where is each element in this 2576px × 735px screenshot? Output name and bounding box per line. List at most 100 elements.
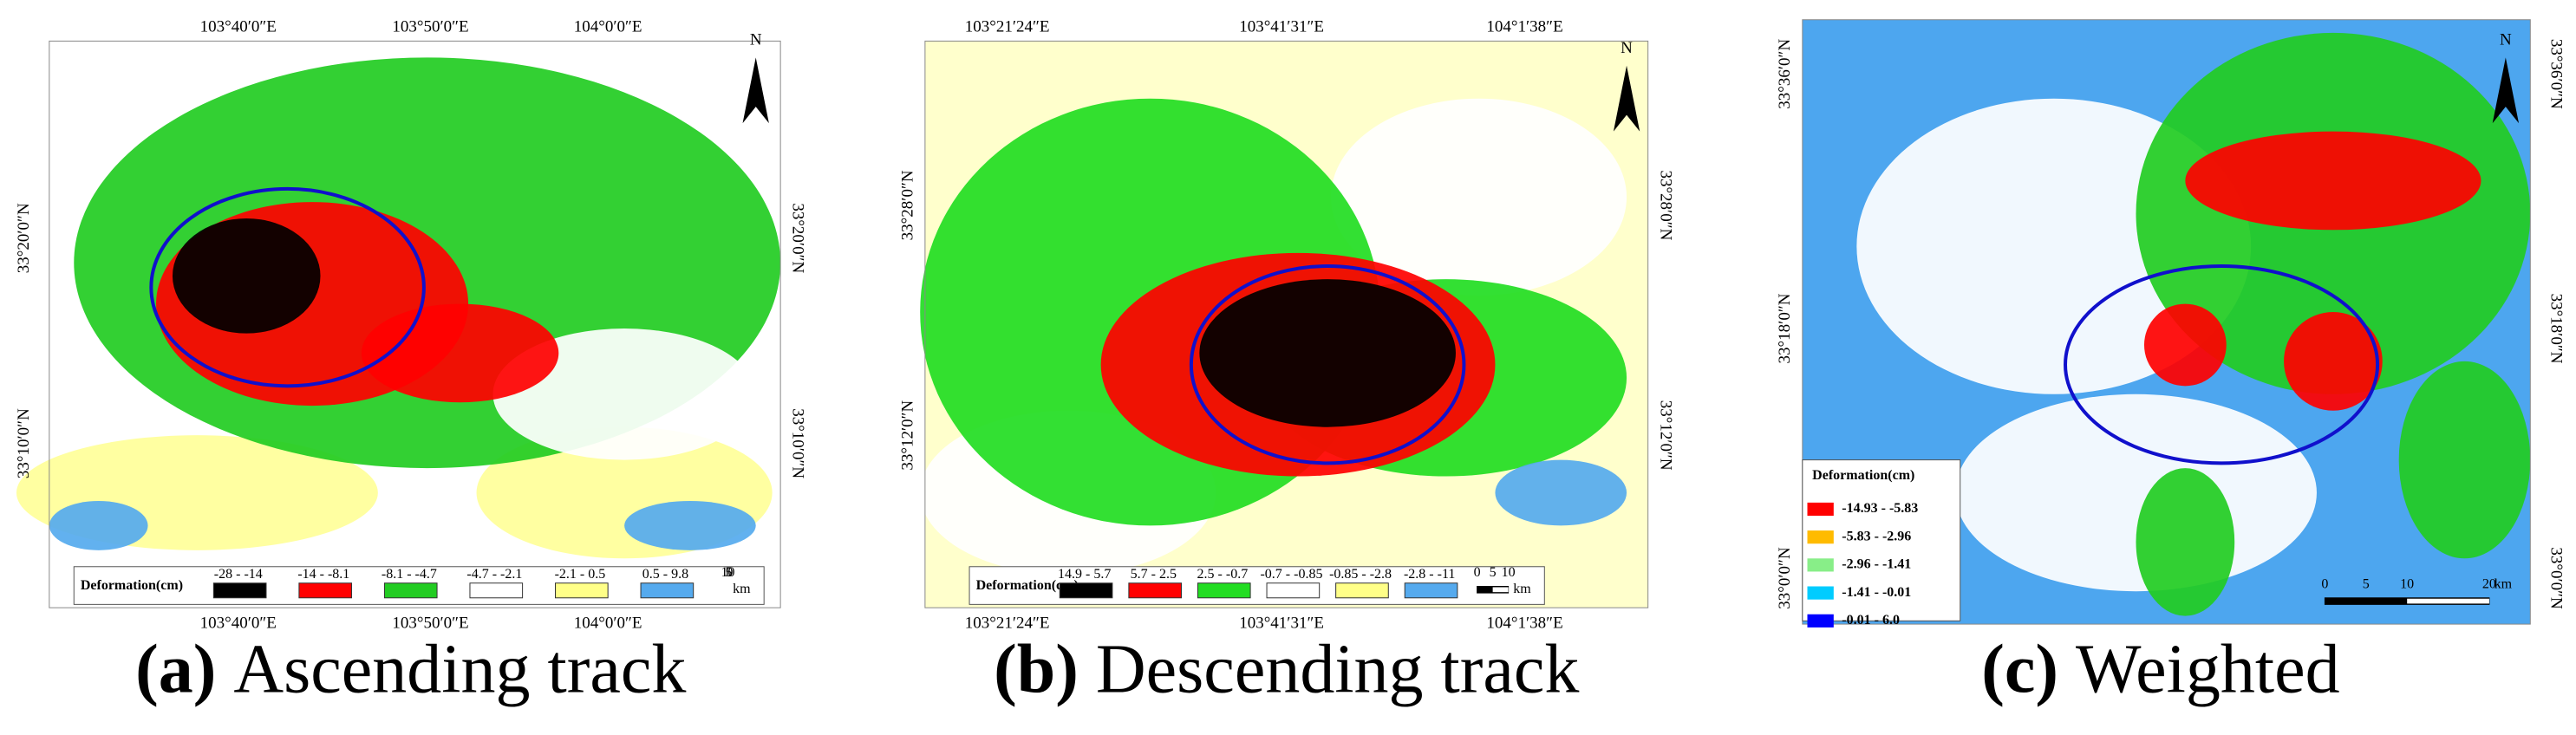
longitude-label: 103°40′0″E: [200, 18, 277, 36]
deformation-area: [1955, 394, 2317, 592]
scale-label: 10: [1502, 565, 1516, 580]
deformation-area: [49, 500, 148, 550]
latitude-label: 33°0′0″N: [2547, 547, 2565, 609]
deformation-area: [492, 328, 756, 460]
latitude-label: 33°10′0″N: [789, 408, 807, 478]
legend: Deformation(cm) -28 - -14 -14 - -8.1 -8.1 -…: [73, 565, 765, 605]
scale-bar-half: [2407, 598, 2489, 604]
deformation-area: [2284, 312, 2383, 411]
deformation-area: [2143, 303, 2227, 387]
caption-space: [216, 632, 233, 708]
legend-swatch: [1807, 502, 1834, 517]
deformation-ring: [2064, 263, 2380, 465]
legend-swatch: [1335, 582, 1389, 599]
legend-swatch: [1128, 582, 1183, 599]
map-frame: [924, 40, 1649, 608]
legend-label: -2.96 - -1.41: [1842, 557, 1911, 572]
latitude-label: 33°12′0″N: [898, 400, 916, 470]
legend-swatch: [1059, 582, 1113, 599]
caption-text: Ascending track: [233, 632, 686, 708]
legend-label: -0.85 - -2.8: [1329, 567, 1392, 582]
caption: (b) Descending track: [994, 632, 1579, 708]
latitude-label: 33°18′0″N: [2547, 294, 2565, 364]
latitude-label: 33°20′0″N: [15, 203, 33, 273]
scale-unit: km: [1513, 582, 1531, 596]
longitude-label: 104°1′38″E: [1486, 18, 1562, 36]
scale-label: 0: [2321, 576, 2328, 591]
legend-swatch: [1266, 582, 1321, 599]
longitude-label: 103°41′31″E: [1239, 18, 1324, 36]
legend-label: -28 - -14: [214, 567, 263, 582]
scale-label: 10: [2400, 576, 2414, 591]
legend-swatch: [640, 582, 695, 599]
deformation-area: [624, 500, 756, 550]
longitude-label: 103°21′24″E: [965, 18, 1050, 36]
north-label: N: [750, 31, 762, 49]
legend: Deformation(cm) -14.93 - -5.83 -5.83 - -2.…: [1802, 459, 2513, 628]
north-arrow: [2492, 57, 2520, 124]
legend-title: Deformation(cm): [1812, 468, 1914, 483]
legend-swatch: [469, 582, 524, 599]
legend-swatch: [1807, 614, 1834, 628]
legend-label: -5.83 - -2.96: [1842, 529, 1911, 543]
legend-label: -4.7 - -2.1: [466, 567, 522, 582]
latitude-label: 33°36′0″N: [1776, 39, 1794, 109]
caption-space: [1079, 632, 1096, 708]
legend-swatch: [1807, 586, 1834, 600]
legend-swatch: [555, 582, 609, 599]
latitude-label: 33°20′0″N: [789, 203, 807, 273]
latitude-label: 33°28′0″N: [898, 170, 916, 240]
map-frame: [49, 40, 781, 608]
deformation-area: [172, 218, 321, 334]
deformation-area: [1199, 279, 1456, 427]
legend-label: 5.7 - 2.5: [1131, 567, 1177, 582]
legend-swatch: [212, 582, 267, 599]
longitude-label: 103°40′0″E: [200, 614, 277, 632]
north-label: N: [1621, 39, 1633, 57]
north-arrow: [1613, 65, 1640, 132]
legend-label: -8.1 - -4.7: [382, 567, 437, 582]
scale-label: 0: [1474, 565, 1481, 580]
deformation-area: [1495, 459, 1627, 526]
caption: (c) Weighted: [1981, 632, 2339, 708]
scale-bar-half: [1492, 587, 1509, 593]
north-arrow: [742, 57, 769, 124]
longitude-label: 104°1′38″E: [1486, 614, 1562, 632]
legend-swatch: [1807, 558, 1834, 572]
scale-label: 5: [2363, 576, 2370, 591]
latitude-label: 33°18′0″N: [1776, 293, 1794, 363]
legend-label: 14.9 - 5.7: [1058, 567, 1111, 582]
legend-label: -2.1 - 0.5: [555, 567, 606, 582]
caption-text: Weighted: [2076, 632, 2340, 708]
caption-letter: (b): [994, 632, 1079, 708]
legend-swatch: [1807, 530, 1834, 544]
deformation-ring: [1189, 263, 1466, 465]
scale-label: 5: [725, 565, 732, 580]
legend-title: Deformation(cm): [81, 578, 183, 593]
scale-label: 0: [726, 565, 733, 580]
longitude-label: 104°0′0″E: [574, 614, 642, 632]
longitude-label: 103°50′0″E: [392, 614, 468, 632]
map-panel: N 103°21′24″E 103°41′31″E 104°1′38″E 103°21′…: [898, 18, 1674, 709]
caption-letter: (c): [1981, 632, 2058, 708]
legend-swatch: [383, 582, 438, 599]
longitude-label: 103°50′0″E: [392, 18, 468, 36]
legend-label: -0.7 - -0.85: [1260, 567, 1322, 582]
legend-label: -2.8 - -11: [1404, 567, 1455, 582]
longitude-label: 104°0′0″E: [574, 18, 642, 36]
legend-label: 0.5 - 9.8: [642, 567, 688, 582]
caption-letter: (a): [135, 632, 216, 708]
map-frame: [1802, 19, 2531, 625]
legend-swatch: [298, 582, 353, 599]
map-panel: N 33°36′0″N 33°18′0″N 33°0′0″N 33°36′0″N 33°1…: [1776, 19, 2565, 708]
caption: (a) Ascending track: [135, 632, 686, 708]
latitude-label: 33°28′0″N: [1656, 170, 1674, 240]
scale-label: 20: [2482, 576, 2496, 591]
scale-label: 5: [1490, 565, 1497, 580]
legend-swatch: [1404, 582, 1458, 599]
legend-label: 2.5 - -0.7: [1197, 567, 1249, 582]
legend-label: -1.41 - -0.01: [1842, 585, 1911, 600]
deformation-area: [2398, 361, 2531, 559]
legend: Deformation(cm)14.9 - 5.7 5.7 - 2.5 2.5 - …: [968, 565, 1545, 605]
